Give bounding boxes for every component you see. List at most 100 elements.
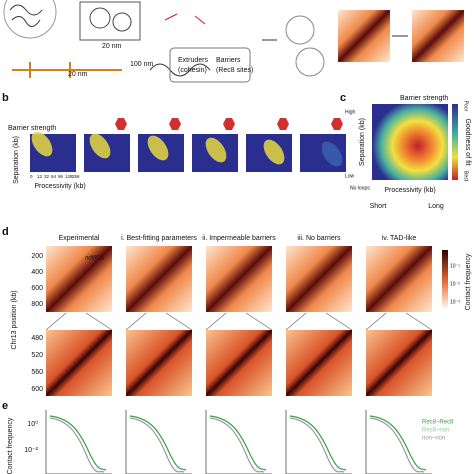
heatmap-blob bbox=[321, 141, 343, 167]
legend-entry: Rec8–non bbox=[422, 428, 449, 434]
axes bbox=[125, 410, 192, 474]
panel-a-sketch bbox=[3, 0, 325, 83]
axis-label: Processivity (kb) bbox=[34, 183, 85, 190]
column-title: ii. Impermeable barriers bbox=[202, 235, 276, 242]
axes bbox=[285, 410, 352, 474]
y-tick-label: 400 bbox=[31, 269, 43, 276]
panel-label: e bbox=[2, 400, 8, 412]
contact-map bbox=[206, 246, 272, 312]
axes bbox=[365, 410, 432, 474]
legend-name: Extruders bbox=[178, 57, 208, 64]
legend-sub: (cohesin) bbox=[178, 67, 207, 74]
colorbar-tick: 10⁻³ bbox=[450, 299, 460, 305]
y-tick-label: 600 bbox=[31, 386, 43, 393]
annotation: Short bbox=[370, 203, 387, 210]
zoom-guide bbox=[205, 312, 273, 331]
decay-curve bbox=[369, 417, 425, 473]
colorbar-end: Poor bbox=[463, 101, 469, 112]
zoom-guide bbox=[285, 312, 353, 331]
y-tick-label: 10⁻² bbox=[24, 447, 38, 454]
heatmap-blob bbox=[31, 131, 53, 157]
scale-label: 20 nm bbox=[68, 71, 88, 78]
barrier-icon bbox=[277, 118, 289, 130]
legend-title: Barrier strength bbox=[8, 125, 56, 132]
fit-map bbox=[372, 104, 448, 180]
contact-map bbox=[366, 246, 432, 312]
panel-label: b bbox=[2, 92, 9, 104]
zoom-guide bbox=[365, 312, 433, 331]
axis-label: Contact frequency bbox=[7, 417, 14, 474]
legend-entry: Rec8–Rec8 bbox=[422, 420, 454, 426]
y-tick-label: 520 bbox=[31, 352, 43, 359]
x-tick-label: 96 bbox=[58, 174, 64, 179]
annotation: High bbox=[345, 109, 356, 115]
heatmap-blob bbox=[205, 137, 227, 163]
colorbar bbox=[452, 104, 458, 180]
decay-curve bbox=[49, 417, 105, 473]
axes bbox=[45, 410, 112, 474]
title: Barrier strength bbox=[400, 95, 448, 102]
y-tick-label: 200 bbox=[31, 253, 43, 260]
barrier-icon bbox=[331, 118, 343, 130]
contact-map-zoom bbox=[126, 330, 192, 396]
zoom-guide bbox=[45, 312, 113, 331]
column-title: iii. No barriers bbox=[297, 235, 341, 242]
colorbar-end: Best bbox=[463, 171, 469, 182]
annotation: No loops bbox=[350, 185, 370, 191]
colorbar-label: Contact frequency bbox=[465, 253, 472, 310]
contact-map-zoom bbox=[286, 330, 352, 396]
colorbar-label: Goodness of fit bbox=[464, 118, 471, 165]
y-tick-label: 560 bbox=[31, 369, 43, 376]
y-tick-label: 600 bbox=[31, 285, 43, 292]
axis-label: Chr13 position (kb) bbox=[11, 290, 18, 349]
axis-label: Processivity (kb) bbox=[384, 187, 435, 194]
decay-curve bbox=[289, 417, 345, 473]
decay-curve bbox=[129, 415, 187, 471]
heatmap-blob bbox=[263, 139, 285, 165]
x-tick-label: 32 bbox=[44, 174, 50, 179]
colorbar bbox=[442, 250, 448, 308]
contact-map bbox=[126, 246, 192, 312]
y-tick-label: 800 bbox=[31, 301, 43, 308]
panel-label: c bbox=[340, 92, 346, 104]
annotation: Low bbox=[345, 173, 355, 179]
panel-label: d bbox=[2, 226, 9, 238]
contact-map-zoom bbox=[366, 330, 432, 396]
heatmap-blob bbox=[89, 133, 111, 159]
decay-curve bbox=[209, 415, 267, 471]
x-tick-label: 12 bbox=[37, 174, 43, 179]
heatmap-sketch bbox=[338, 10, 390, 62]
decay-curve bbox=[369, 415, 427, 471]
column-title: iv. TAD-like bbox=[382, 235, 417, 242]
column-title: Experimental bbox=[59, 235, 100, 242]
barrier-icon bbox=[115, 118, 127, 130]
legend-entry: non–non bbox=[422, 436, 445, 442]
heatmap-sketch bbox=[412, 10, 464, 62]
x-tick-label: 128 bbox=[65, 174, 73, 179]
x-tick-label: 0 bbox=[30, 174, 33, 179]
y-tick-label: 480 bbox=[31, 335, 43, 342]
axis-label: Separation (kb) bbox=[359, 118, 366, 166]
barrier-icon bbox=[223, 118, 235, 130]
barrier-icon bbox=[169, 118, 181, 130]
scale-label: 20 nm bbox=[102, 43, 122, 50]
axes bbox=[205, 410, 272, 474]
contact-map bbox=[286, 246, 352, 312]
decay-curve bbox=[209, 417, 265, 473]
contact-map bbox=[46, 246, 112, 312]
heatmap-blob bbox=[147, 135, 169, 161]
y-tick-label: 10⁰ bbox=[27, 420, 38, 428]
column-title: i. Best-fitting parameters bbox=[121, 235, 197, 242]
colorbar-tick: 10⁻¹ bbox=[450, 263, 460, 269]
decay-curve bbox=[49, 415, 107, 471]
decay-curve bbox=[129, 417, 185, 473]
decay-curve bbox=[289, 415, 347, 471]
colorbar-tick: 10⁻² bbox=[450, 281, 460, 287]
x-tick-label: 256 bbox=[72, 174, 80, 179]
contact-map-zoom bbox=[46, 330, 112, 396]
scale-label: 100 nm bbox=[130, 61, 154, 68]
axis-label: Separation (kb) bbox=[13, 136, 20, 184]
legend-name: Barriers bbox=[216, 57, 241, 64]
legend-sub: (Rec8 sites) bbox=[216, 67, 253, 74]
